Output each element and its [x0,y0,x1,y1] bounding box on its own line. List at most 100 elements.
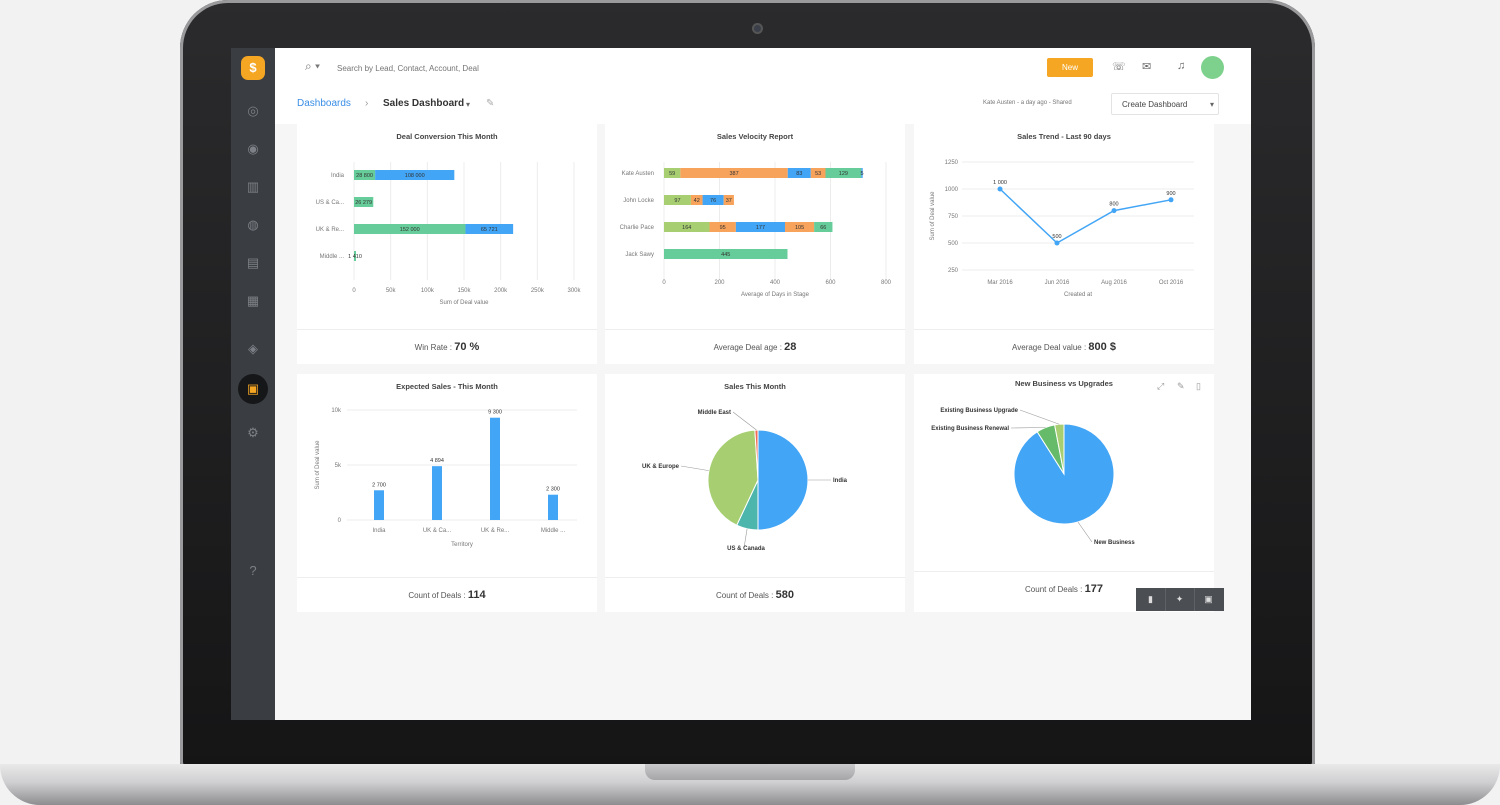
card-sales-this-month: Sales This Month India US & Canada UK & Eu… [605,374,905,612]
delete-icon[interactable]: ▯ [1196,381,1201,391]
card-footer: Average Deal value : 800 $ [914,329,1214,364]
category-label: Jack Sawy [625,252,654,258]
data-label: 164 [682,225,691,231]
edit-icon[interactable]: ✎ [1177,381,1185,391]
create-dashboard-button[interactable]: Create Dashboard ▾ [1111,93,1219,115]
category-label: UK & Re... [316,227,345,233]
x-tick-label: 800 [881,280,892,286]
x-tick-label: 200k [494,288,508,294]
category-label: John Locke [623,198,654,204]
bar-segment [784,222,815,232]
slice-label: US & Canada [727,546,765,552]
x-tick-label: Jun 2016 [1045,280,1070,286]
x-tick-label: 0 [352,288,356,294]
export-icon[interactable]: ▣ [1204,594,1213,604]
building-icon[interactable]: ▥ [246,179,260,194]
category-label: Charlie Pace [620,225,655,231]
avatar[interactable] [1201,56,1224,79]
x-tick-label: 400 [770,280,781,286]
x-tick-label: Oct 2016 [1159,280,1184,286]
dollar-icon[interactable]: ◍ [247,217,259,232]
phone-icon[interactable]: ☏ [1112,61,1126,73]
leader-line [743,528,748,549]
data-label: 2 300 [546,487,560,493]
data-label: 4 894 [430,458,444,464]
breadcrumb-dashboards[interactable]: Dashboards [297,98,351,109]
breadcrumb-current[interactable]: Sales Dashboard [383,98,465,109]
dashboard-grid: Deal Conversion This Month 0 50k 100k 150k 2… [275,124,1251,720]
data-label: 387 [729,171,738,177]
x-tick-label: 250k [531,288,545,294]
dashboard-icon[interactable]: ▣ [246,381,260,396]
footer-value: 177 [1084,583,1103,595]
card-title: Sales Trend - Last 90 days [1017,132,1111,141]
card-title: Expected Sales - This Month [396,382,498,391]
sales-velocity-chart: 0 200 400 600 800 Average of Days in Stage Kat… [620,162,892,298]
contacts-icon[interactable]: ◎ [247,103,259,118]
card-title: Sales This Month [724,382,786,391]
card-title: Deal Conversion This Month [396,132,498,141]
y-tick-label: 10k [331,408,342,414]
pin-icon[interactable]: ▮ [1136,588,1166,611]
data-label: 76 [710,198,716,204]
x-axis-label: Created at [1064,292,1092,298]
data-point [1168,197,1174,203]
y-axis-label: Sum of Deal value [930,191,936,241]
search-input[interactable] [335,58,639,78]
expand-icon[interactable]: ⤢ [1157,381,1165,391]
new-button[interactable]: New [1047,58,1093,77]
mail-icon[interactable]: ✉ [1142,61,1152,73]
slice-label: UK & Europe [642,464,680,470]
bar-segment [810,168,826,178]
deal-conversion-chart: 0 50k 100k 150k 200k 250k 300k Sum of Deal valu… [316,162,582,306]
card-footer: Win Rate : 70 % [297,329,597,364]
footer-label: Average Deal value : [1012,343,1087,352]
app-logo[interactable]: $ [241,56,265,80]
top-bar: ⌕ ▾ New ☏ ✉ ♫ [275,48,1251,87]
bar-segment [690,195,703,205]
data-point [1111,208,1117,214]
bell-icon[interactable]: ♫ [1177,60,1186,72]
bar-segment [709,222,736,232]
camera [752,23,763,34]
bar-segment [354,251,356,261]
card-title: Sales Velocity Report [716,132,794,141]
chevron-down-icon[interactable]: ▾ [466,100,471,109]
data-label: 66 [820,225,826,231]
footer-label: Win Rate : [414,343,453,352]
x-tick-label: Mar 2016 [987,280,1013,286]
bar-segment [375,170,455,180]
data-label: 28 800 [356,173,373,179]
bar-segment [735,222,785,232]
edit-icon[interactable]: ✎ [486,98,495,109]
slice-label: Middle East [698,410,731,416]
y-axis-label: Sum of Deal value [315,440,321,490]
data-label: 105 [795,225,804,231]
calendar-icon[interactable]: ▦ [246,293,260,308]
chevron-down-icon[interactable]: ▾ [1209,99,1214,109]
search-icon[interactable]: ⌕ ▾ [305,59,321,73]
pie-slice [1054,423,1065,475]
bar [490,417,500,520]
app-screen: $ ◎ ◉ ▥ ◍ ▤ ▦ ◈ ▣ ⚙ ? ⌕ ▾ New ☏ ✉ ♫ Dash… [231,48,1251,720]
bar-segment [723,195,734,205]
chart-icon[interactable]: ▤ [246,255,260,270]
help-icon[interactable]: ? [249,563,257,578]
share-icon[interactable]: ✦ [1165,588,1195,611]
dashboard-nav-active[interactable] [238,374,268,404]
data-label: 2 700 [372,482,386,488]
tag-icon[interactable]: ◈ [248,341,258,356]
data-label: 1 000 [993,180,1007,186]
leader-line [680,465,709,471]
data-label: 83 [796,171,802,177]
pie-slice [707,429,759,526]
create-dashboard-label: Create Dashboard [1122,99,1188,109]
bar-segment [814,222,833,232]
card-sales-velocity: Sales Velocity Report 0 200 400 600 800 Avera… [605,124,905,364]
data-label: 26 279 [355,200,372,206]
settings-icon[interactable]: ⚙ [247,425,259,440]
data-point [997,186,1003,192]
person-icon[interactable]: ◉ [247,141,259,156]
bar-segment [861,168,863,178]
bar-segment [354,170,376,180]
